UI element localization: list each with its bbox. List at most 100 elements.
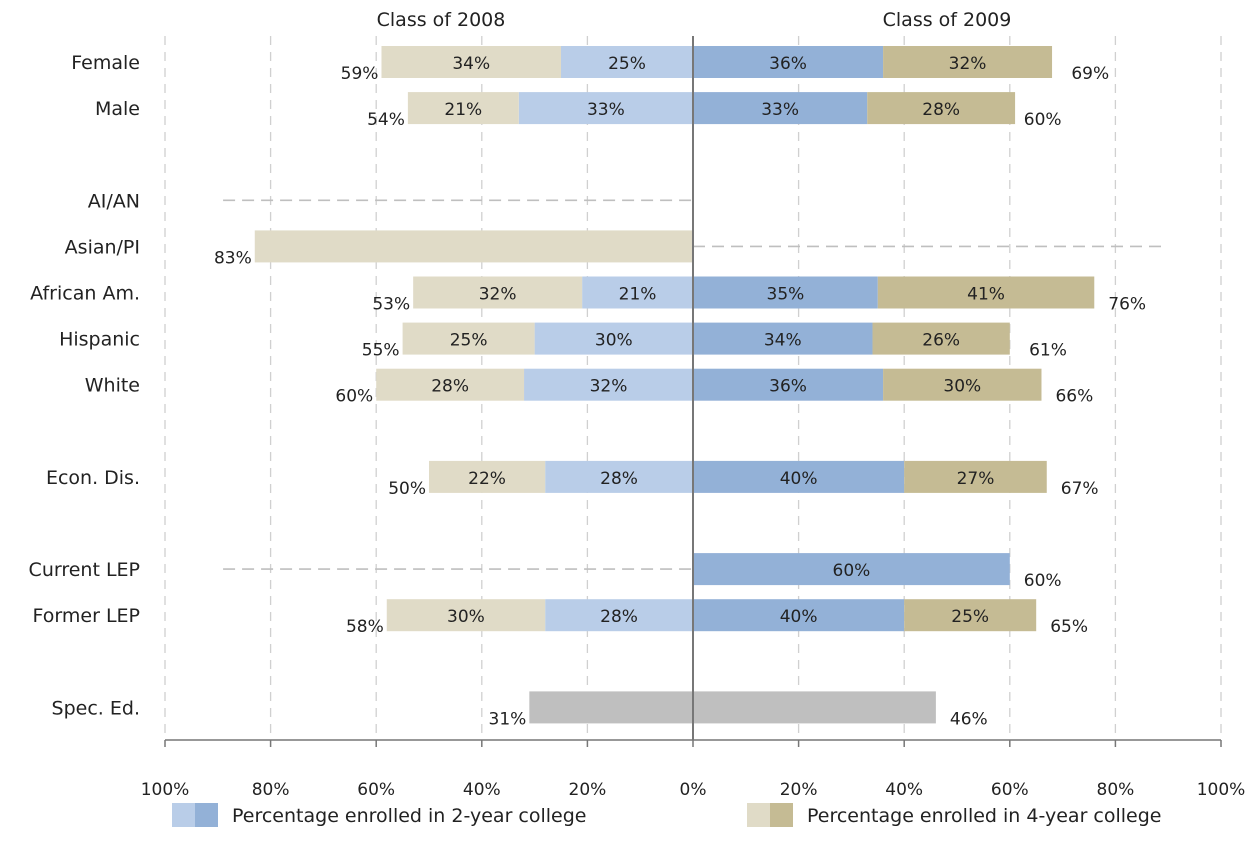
bar-label-4yr-2009: 32% (949, 54, 987, 74)
bar-label-4yr-2008: 32% (479, 285, 517, 305)
bar-label-2yr-2008: 21% (619, 285, 657, 305)
bar-2yr-2009 (693, 460, 905, 493)
total-label-2008: 31% (489, 709, 527, 729)
bar-4yr-2008 (381, 46, 561, 78)
bar-2yr-2009 (693, 322, 873, 355)
legend-label: Percentage enrolled in 2-year college (232, 805, 587, 827)
total-label-2009: 46% (950, 709, 988, 729)
x-tick-label: 100% (141, 780, 190, 800)
bar-2yr-2009 (693, 553, 1010, 586)
bar-2yr-2008 (545, 460, 693, 493)
x-tick-label: 60% (357, 780, 395, 800)
total-label-2008: 60% (335, 387, 373, 407)
bar-label-2yr-2008: 30% (595, 331, 633, 351)
bar-label-4yr-2008: 30% (447, 607, 485, 627)
bar-label-4yr-2009: 25% (951, 607, 989, 627)
bar-2yr-2009 (693, 92, 868, 125)
panel-title-2009: Class of 2009 (883, 9, 1012, 31)
bar-4yr-2008 (386, 599, 546, 632)
bar-label-2yr-2009: 40% (780, 607, 818, 627)
total-label-2008: 59% (341, 64, 379, 84)
bar-4yr-2008 (402, 322, 535, 355)
x-tick-label: 20% (780, 780, 818, 800)
x-tick-label: 20% (569, 780, 607, 800)
bar-2yr-2008 (518, 92, 693, 125)
bar-special-2009 (693, 691, 936, 724)
category-label: AI/AN (88, 190, 140, 212)
total-label-2009: 67% (1061, 479, 1099, 499)
bar-label-4yr-2008: 25% (450, 331, 488, 351)
total-label-2008: 54% (367, 110, 405, 130)
legend-swatch (747, 803, 770, 827)
bar-4yr-2008 (429, 460, 546, 493)
bar-4yr-2008 (413, 276, 583, 309)
x-tick-label: 40% (885, 780, 923, 800)
x-tick-label: 80% (252, 780, 290, 800)
bar-label-2yr-2009: 35% (767, 285, 805, 305)
bar-label-4yr-2009: 26% (922, 331, 960, 351)
bar-4yr-2009 (867, 92, 1016, 125)
bar-4yr-2009 (883, 368, 1042, 401)
axes: Class of 2008 Class of 2009 100% 80% 60% 40% 2… (141, 9, 1246, 800)
total-label-2009: 60% (1024, 571, 1062, 591)
bar-label-4yr-2009: 41% (967, 285, 1005, 305)
legend-swatch (172, 803, 195, 827)
bar-label-2yr-2009: 36% (769, 377, 807, 397)
total-label-2008: 53% (372, 295, 410, 315)
x-tick-label: 80% (1097, 780, 1135, 800)
legend: Percentage enrolled in 2-year college Per… (172, 803, 1162, 827)
bar-4yr-2009 (904, 460, 1047, 493)
bar-2yr-2009 (693, 46, 884, 78)
bar-label-2yr-2008: 25% (608, 54, 646, 74)
bar-2yr-2008 (534, 322, 693, 355)
x-tick-label: 100% (1197, 780, 1246, 800)
total-label-2008: 58% (346, 617, 384, 637)
bar-4yr-2008 (407, 92, 519, 125)
category-label: Spec. Ed. (52, 697, 140, 719)
bar-4yr-2008 (376, 368, 525, 401)
bar-label-4yr-2008: 21% (444, 100, 482, 120)
x-tick-label: 60% (991, 780, 1029, 800)
category-label: White (85, 375, 140, 397)
total-label-2008: 50% (388, 479, 426, 499)
category-label: African Am. (30, 283, 140, 305)
bar-2yr-2009 (693, 599, 905, 632)
bar-4yr-2008 (254, 230, 693, 263)
legend-swatch (770, 803, 793, 827)
panel-title-2008: Class of 2008 (377, 9, 506, 31)
total-label-2009: 65% (1050, 617, 1088, 637)
bar-label-2yr-2008: 32% (590, 377, 628, 397)
bar-4yr-2009 (883, 46, 1053, 78)
bar-4yr-2009 (877, 276, 1095, 309)
category-label: Asian/PI (65, 236, 140, 258)
category-label: Hispanic (59, 329, 140, 351)
bar-label-4yr-2008: 22% (468, 469, 506, 489)
bar-label-2yr-2008: 33% (587, 100, 625, 120)
bar-label-4yr-2008: 34% (452, 54, 490, 74)
bar-label-4yr-2009: 27% (957, 469, 995, 489)
bar-label-4yr-2009: 28% (922, 100, 960, 120)
bar-special-2008 (529, 691, 693, 724)
total-label-2008: 83% (214, 248, 252, 268)
bar-2yr-2008 (561, 46, 693, 78)
total-label-2009: 61% (1029, 341, 1067, 361)
bar-2yr-2009 (693, 368, 884, 401)
bar-label-4yr-2008: 28% (431, 377, 469, 397)
bar-label-2yr-2009: 34% (764, 331, 802, 351)
bar-label-2yr-2008: 28% (600, 607, 638, 627)
bar-4yr-2009 (904, 599, 1037, 632)
total-label-2009: 69% (1071, 64, 1109, 84)
bar-2yr-2009 (693, 276, 878, 309)
total-label-2008: 55% (362, 341, 400, 361)
bar-2yr-2008 (524, 368, 693, 401)
category-label: Econ. Dis. (46, 467, 140, 489)
bar-label-2yr-2009: 33% (761, 100, 799, 120)
category-label: Male (95, 98, 140, 120)
bar-labels: Female 25% 34% 59% 36% 32% 69% Male 33% 21% 54% 33%… (29, 52, 1147, 729)
category-label: Former LEP (33, 605, 140, 627)
legend-label: Percentage enrolled in 4-year college (807, 805, 1162, 827)
bars (223, 46, 1163, 724)
bar-2yr-2008 (582, 276, 693, 309)
x-tick-label: 0% (680, 780, 707, 800)
